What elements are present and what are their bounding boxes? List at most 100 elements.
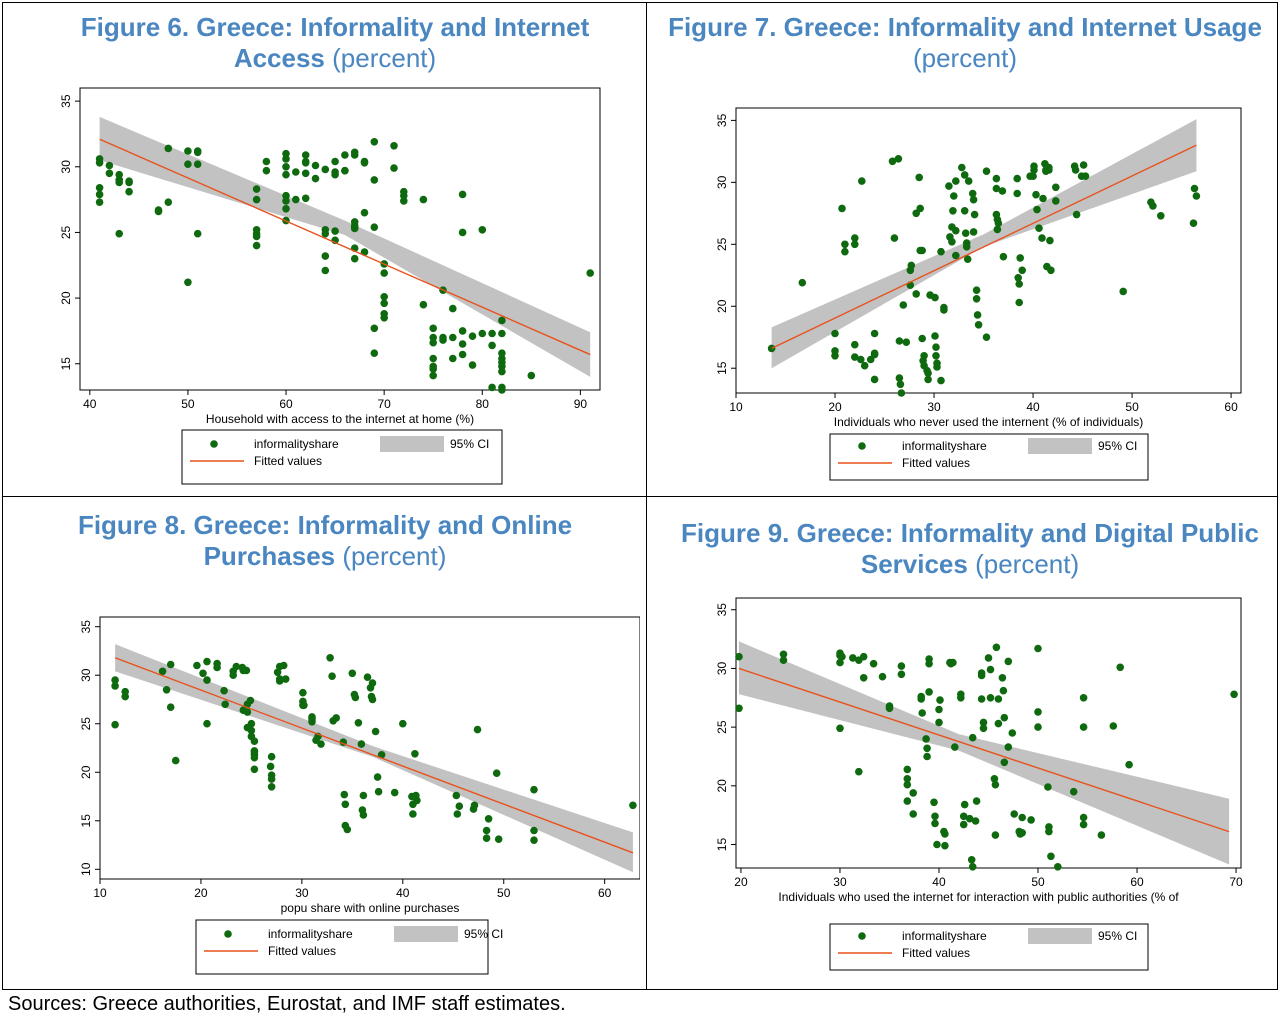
data-point — [1125, 760, 1133, 769]
data-point — [530, 836, 538, 844]
data-point — [974, 321, 983, 329]
legend-fit-label: Fitted values — [254, 454, 322, 468]
data-point — [390, 142, 398, 150]
data-point — [968, 189, 977, 198]
data-point — [468, 332, 477, 340]
data-point — [1018, 813, 1026, 822]
figure-8-title-unit: (percent) — [342, 541, 447, 571]
data-point — [841, 240, 849, 249]
data-point — [972, 286, 981, 294]
data-point — [282, 155, 290, 163]
data-point — [250, 737, 259, 745]
data-point — [351, 693, 360, 702]
data-point — [903, 780, 912, 789]
data-point — [121, 692, 129, 701]
data-point — [836, 658, 844, 667]
data-point — [968, 863, 977, 871]
data-point — [1109, 722, 1118, 730]
legend-dot-marker — [224, 930, 232, 938]
data-point — [999, 686, 1008, 695]
data-point — [999, 252, 1008, 261]
y-tick-label: 15 — [715, 361, 729, 375]
data-point — [994, 695, 1003, 703]
data-point — [419, 195, 428, 204]
data-point — [851, 340, 859, 349]
x-tick-label: 40 — [932, 875, 946, 889]
data-point — [1004, 743, 1013, 751]
data-point — [1157, 212, 1165, 220]
data-point — [273, 668, 282, 677]
data-point — [998, 187, 1007, 195]
data-point — [281, 675, 290, 683]
data-point — [115, 229, 123, 238]
data-point — [1079, 813, 1088, 822]
data-point — [945, 182, 953, 190]
data-point — [991, 831, 1000, 839]
data-point — [473, 725, 482, 734]
data-point — [193, 160, 202, 168]
data-point — [958, 163, 966, 172]
data-point — [836, 724, 844, 733]
data-point — [243, 708, 252, 716]
data-point — [360, 208, 369, 217]
data-point — [870, 329, 879, 338]
data-point — [199, 669, 207, 678]
data-point — [838, 652, 846, 661]
data-point — [125, 178, 133, 187]
legend-dot-marker — [858, 442, 866, 450]
data-point — [429, 333, 438, 342]
data-point — [429, 354, 438, 363]
data-point — [332, 714, 341, 722]
data-point — [878, 672, 887, 681]
x-tick-label: 30 — [927, 400, 941, 414]
data-point — [994, 719, 1003, 728]
data-point — [267, 752, 276, 761]
data-point — [629, 801, 637, 810]
data-point — [498, 316, 506, 325]
data-point — [1069, 787, 1078, 796]
data-point — [429, 338, 438, 347]
data-point — [357, 740, 366, 748]
data-point — [105, 161, 114, 170]
fitted-line — [771, 144, 1197, 350]
legend-ci-swatch — [380, 436, 444, 452]
data-point — [341, 800, 350, 809]
legend-dots-label: informalityshare — [268, 927, 353, 941]
data-point — [849, 654, 857, 662]
data-point — [331, 157, 339, 166]
figure-9-scatter-chart: 20 30 40 50 60 70 15 20 25 30 35 Individuals who us… — [715, 597, 1243, 971]
data-point — [348, 669, 357, 678]
confidence-band — [738, 641, 1230, 865]
y-tick-label: 30 — [715, 175, 729, 189]
data-point — [924, 369, 932, 378]
data-point — [359, 811, 368, 819]
data-point — [449, 354, 457, 363]
data-point — [972, 797, 981, 805]
data-point — [994, 219, 1003, 227]
data-point — [959, 820, 968, 829]
data-point — [111, 682, 119, 690]
data-point — [941, 841, 949, 850]
y-tick-label: 25 — [59, 225, 73, 239]
legend-ci-label: 95% CI — [450, 437, 489, 451]
x-axis-label: Individuals who never used the internent… — [834, 415, 1144, 429]
data-point — [922, 735, 930, 743]
data-point — [413, 796, 421, 805]
data-point — [1116, 663, 1124, 672]
y-tick-label: 10 — [79, 862, 93, 876]
data-point — [1079, 723, 1088, 731]
x-tick-label: 70 — [1229, 875, 1243, 889]
data-point — [1014, 274, 1022, 282]
data-point — [896, 380, 905, 389]
data-point — [1052, 183, 1060, 192]
confidence-band — [115, 644, 633, 873]
data-point — [399, 719, 407, 728]
figure-7-title: Figure 7. Greece: Informality and Intern… — [660, 12, 1270, 74]
x-tick-label: 40 — [1026, 400, 1040, 414]
data-point — [282, 149, 290, 158]
data-point — [1039, 194, 1047, 203]
y-tick-label: 35 — [715, 113, 729, 127]
data-point — [857, 355, 865, 364]
data-point — [111, 720, 119, 729]
data-point — [455, 802, 464, 810]
